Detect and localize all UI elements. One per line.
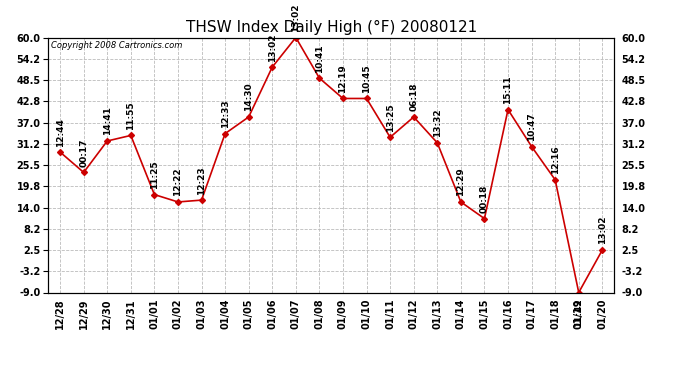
Title: THSW Index Daily High (°F) 20080121: THSW Index Daily High (°F) 20080121 [186,20,477,35]
Text: 00:18: 00:18 [480,184,489,213]
Text: 12:33: 12:33 [221,99,230,128]
Text: 12:16: 12:16 [551,146,560,174]
Text: 00:17: 00:17 [79,138,88,167]
Text: 12:22: 12:22 [173,168,182,196]
Text: 13:02: 13:02 [598,216,607,244]
Text: 11:42: 11:42 [574,298,583,327]
Text: 13:02: 13:02 [268,33,277,62]
Text: 15:11: 15:11 [504,75,513,104]
Text: 11:55: 11:55 [126,101,135,130]
Text: 12:44: 12:44 [56,118,65,147]
Text: Copyright 2008 Cartronics.com: Copyright 2008 Cartronics.com [51,41,182,50]
Text: 13:25: 13:25 [386,103,395,132]
Text: 11:25: 11:25 [150,160,159,189]
Text: 06:18: 06:18 [409,83,418,111]
Text: 10:47: 10:47 [527,112,536,141]
Text: 12:23: 12:23 [197,166,206,195]
Text: 13:32: 13:32 [433,109,442,137]
Text: 12:29: 12:29 [456,168,465,196]
Text: 10:45: 10:45 [362,64,371,93]
Text: 14:41: 14:41 [103,106,112,135]
Text: 13:02: 13:02 [291,3,300,32]
Text: 14:30: 14:30 [244,83,253,111]
Text: 10:41: 10:41 [315,44,324,73]
Text: 12:19: 12:19 [339,64,348,93]
